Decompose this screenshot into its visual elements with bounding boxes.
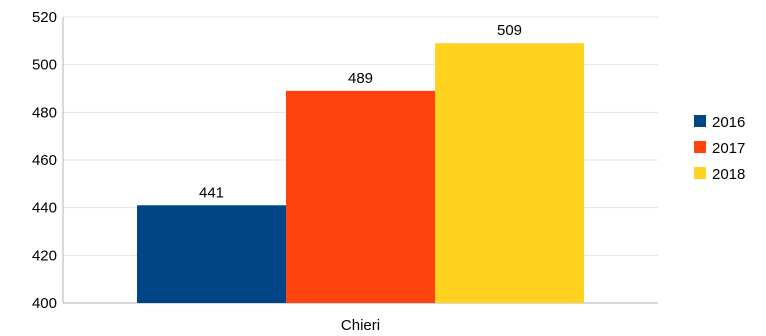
data-label-2017: 489 — [348, 70, 373, 87]
legend-label-2017: 2017 — [712, 140, 745, 157]
bar-2018 — [435, 43, 584, 303]
legend-swatch-2016 — [694, 115, 706, 127]
y-tick-label: 440 — [32, 200, 57, 217]
y-tick-label: 500 — [32, 57, 57, 74]
data-label-2018: 509 — [497, 22, 522, 39]
legend-swatch-2017 — [694, 141, 706, 153]
data-label-2016: 441 — [199, 184, 224, 201]
y-tick-label: 400 — [32, 295, 57, 312]
y-tick-label: 460 — [32, 152, 57, 169]
y-tick-label: 520 — [32, 9, 57, 26]
legend: 2016 2017 2018 — [694, 114, 745, 183]
y-tick-label: 420 — [32, 247, 57, 264]
legend-label-2018: 2018 — [712, 166, 745, 183]
y-tick-label: 480 — [32, 104, 57, 121]
legend-label-2016: 2016 — [712, 114, 745, 131]
legend-swatch-2018 — [694, 167, 706, 179]
category-label: Chieri — [341, 317, 380, 334]
bar-2016 — [137, 205, 286, 303]
bar-layer — [137, 43, 584, 303]
label-layer: 441 489 509 Chieri — [199, 22, 522, 334]
bar-2017 — [286, 90, 435, 303]
